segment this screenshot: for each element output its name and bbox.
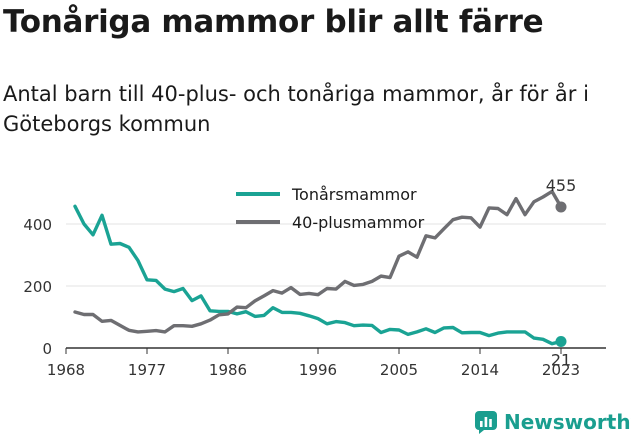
y-tick-label: 0 bbox=[42, 340, 52, 358]
end-markers: 21 455 bbox=[546, 176, 577, 370]
end-marker-tonarsmammor bbox=[555, 335, 567, 347]
end-label: 455 bbox=[546, 176, 577, 195]
x-tick-label: 2014 bbox=[461, 361, 499, 379]
series-lines bbox=[73, 189, 563, 346]
y-tick-label: 200 bbox=[23, 278, 52, 296]
series-line-tonarsmammor bbox=[73, 204, 563, 346]
x-tick-label: 2023 bbox=[542, 361, 580, 379]
line-chart: 0 200 400 1968 1977 1986 1996 2005 2014 2023 21 4… bbox=[23, 176, 606, 379]
chart-title: Tonåriga mammor blir allt färre bbox=[3, 4, 544, 40]
chart-subtitle: Antal barn till 40-plus- och tonåriga ma… bbox=[3, 82, 589, 136]
legend-label: 40-plusmammor bbox=[292, 213, 425, 232]
series-line-40-plusmammor bbox=[73, 189, 563, 334]
x-tick-label: 1996 bbox=[299, 361, 337, 379]
end-label: 21 bbox=[551, 350, 571, 369]
x-tick-label: 2005 bbox=[380, 361, 418, 379]
newsworthy-logo: Newsworthy bbox=[474, 406, 631, 438]
x-axis-ticks: 1968 1977 1986 1996 2005 2014 2023 bbox=[47, 348, 580, 379]
end-marker-40-plusmammor bbox=[555, 201, 567, 213]
x-tick-label: 1977 bbox=[128, 361, 166, 379]
gridlines bbox=[66, 223, 606, 349]
x-tick-label: 1968 bbox=[47, 361, 85, 379]
legend: Tonårsmammor 40-plusmammor bbox=[236, 185, 425, 232]
brand-name: Newsworthy bbox=[504, 410, 631, 434]
legend-label: Tonårsmammor bbox=[291, 185, 417, 204]
y-axis-ticks: 0 200 400 bbox=[23, 216, 52, 358]
newsworthy-icon bbox=[475, 411, 497, 434]
y-tick-label: 400 bbox=[23, 216, 52, 234]
x-tick-label: 1986 bbox=[209, 361, 247, 379]
